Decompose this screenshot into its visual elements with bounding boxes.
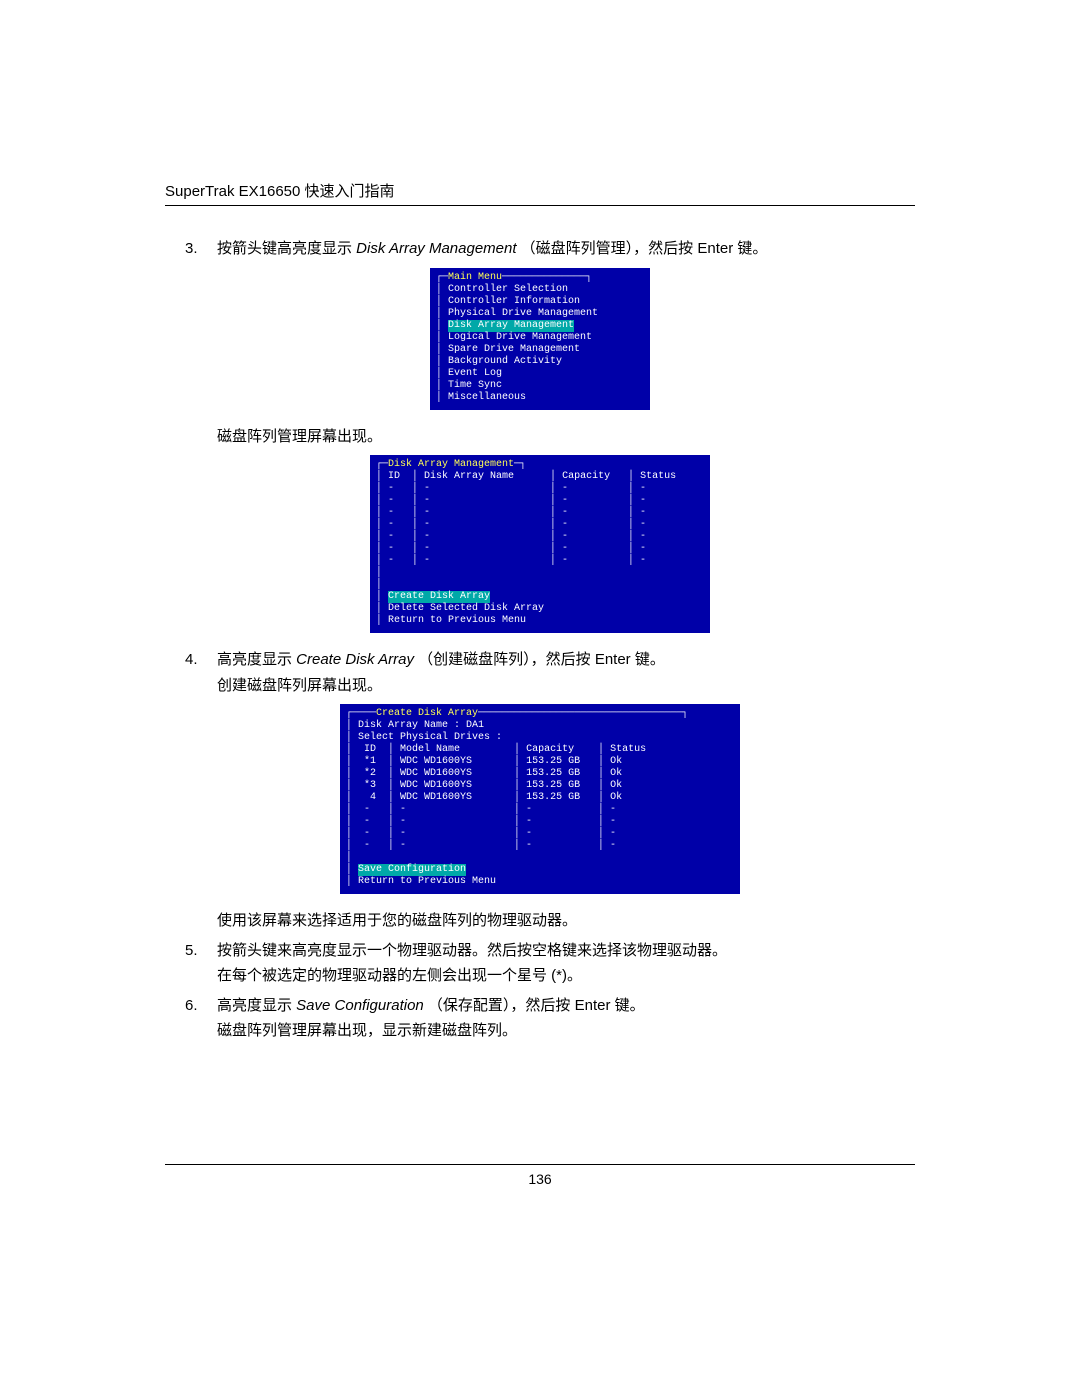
row-status: Ok: [610, 792, 622, 803]
action: Return to Previous Menu: [388, 615, 526, 626]
step-text: 按箭头键来高亮度显示一个物理驱动器。然后按空格键来选择该物理驱动器。 在每个被选…: [217, 938, 915, 989]
step-6: 6. 高亮度显示 Save Configuration （保存配置），然后按 E…: [165, 993, 915, 1044]
emphasis: Create Disk Array: [296, 651, 414, 668]
action-highlighted: Save Configuration: [358, 864, 466, 876]
col: Disk Array Name: [424, 471, 514, 482]
page-number: 136: [528, 1171, 551, 1187]
step-text: 高亮度显示 Create Disk Array （创建磁盘阵列），然后按 Ent…: [217, 647, 915, 698]
step-number: 3.: [165, 236, 217, 262]
row-id: 4: [364, 792, 376, 803]
text-note: 使用该屏幕来选择适用于您的磁盘阵列的物理驱动器。: [165, 908, 915, 934]
document-page: SuperTrak EX16650 快速入门指南 3. 按箭头键高亮度显示 Di…: [165, 0, 915, 1247]
col: ID: [388, 471, 400, 482]
menu-item: Controller Information: [448, 296, 580, 307]
page-header: SuperTrak EX16650 快速入门指南: [165, 180, 915, 206]
col: Status: [610, 744, 646, 755]
row-cap: 153.25 GB: [526, 780, 580, 791]
text: 创建磁盘阵列屏幕出现。: [217, 673, 915, 699]
action: Return to Previous Menu: [358, 876, 496, 887]
bios-main-menu: ┌─Main Menu──────────────┐ │ Controller …: [430, 268, 650, 410]
body-content: 3. 按箭头键高亮度显示 Disk Array Management （磁盘阵列…: [165, 236, 915, 1044]
step-3: 3. 按箭头键高亮度显示 Disk Array Management （磁盘阵列…: [165, 236, 915, 262]
emphasis: Save Configuration: [296, 997, 424, 1014]
menu-item: Spare Drive Management: [448, 344, 580, 355]
text: 按箭头键来高亮度显示一个物理驱动器。然后按空格键来选择该物理驱动器。: [217, 942, 727, 959]
text: 高亮度显示: [217, 651, 296, 668]
page-footer: 136: [165, 1164, 915, 1187]
bios-title: Create Disk Array: [376, 708, 478, 719]
menu-item: Controller Selection: [448, 284, 568, 295]
step-number: 5.: [165, 938, 217, 989]
text: （创建磁盘阵列），然后按 Enter 键。: [414, 651, 665, 668]
row-model: WDC WD1600YS: [400, 792, 472, 803]
bios-create-disk-array: ┌────Create Disk Array──────────────────…: [340, 704, 740, 894]
action: Delete Selected Disk Array: [388, 603, 544, 614]
menu-item: Miscellaneous: [448, 392, 526, 403]
menu-item: Time Sync: [448, 380, 502, 391]
row-cap: 153.25 GB: [526, 768, 580, 779]
col: Capacity: [562, 471, 610, 482]
row-id: *2: [364, 768, 376, 779]
col: Capacity: [526, 744, 574, 755]
action-highlighted: Create Disk Array: [388, 591, 490, 603]
col: Status: [640, 471, 676, 482]
text: 在每个被选定的物理驱动器的左侧会出现一个星号 (*)。: [217, 963, 915, 989]
row-model: WDC WD1600YS: [400, 780, 472, 791]
row-model: WDC WD1600YS: [400, 768, 472, 779]
row-cap: 153.25 GB: [526, 756, 580, 767]
step-4: 4. 高亮度显示 Create Disk Array （创建磁盘阵列），然后按 …: [165, 647, 915, 698]
emphasis: Disk Array Management: [356, 240, 516, 257]
col: Model Name: [400, 744, 460, 755]
step-5: 5. 按箭头键来高亮度显示一个物理驱动器。然后按空格键来选择该物理驱动器。 在每…: [165, 938, 915, 989]
bios-disk-array-mgmt: ┌─Disk Array Management─┐ │ ID │ Disk Ar…: [370, 455, 710, 633]
text: （保存配置），然后按 Enter 键。: [424, 997, 645, 1014]
col: ID: [364, 744, 376, 755]
row-status: Ok: [610, 768, 622, 779]
text-after-step3: 磁盘阵列管理屏幕出现。: [165, 424, 915, 450]
text: 按箭头键高亮度显示: [217, 240, 356, 257]
line: Select Physical Drives :: [358, 732, 502, 743]
text: （磁盘阵列管理），然后按 Enter 键。: [517, 240, 768, 257]
menu-item: Event Log: [448, 368, 502, 379]
step-text: 高亮度显示 Save Configuration （保存配置），然后按 Ente…: [217, 993, 915, 1044]
step-number: 6.: [165, 993, 217, 1044]
text: 高亮度显示: [217, 997, 296, 1014]
row-status: Ok: [610, 756, 622, 767]
row-model: WDC WD1600YS: [400, 756, 472, 767]
menu-item: Physical Drive Management: [448, 308, 598, 319]
menu-item: Background Activity: [448, 356, 562, 367]
row-status: Ok: [610, 780, 622, 791]
bios-title: Main Menu: [448, 272, 502, 283]
menu-item: Logical Drive Management: [448, 332, 592, 343]
step-text: 按箭头键高亮度显示 Disk Array Management （磁盘阵列管理）…: [217, 236, 915, 262]
row-id: *3: [364, 780, 376, 791]
bios-title: Disk Array Management: [388, 459, 514, 470]
row-cap: 153.25 GB: [526, 792, 580, 803]
text: 磁盘阵列管理屏幕出现，显示新建磁盘阵列。: [217, 1018, 915, 1044]
menu-item-highlighted: Disk Array Management: [448, 320, 574, 332]
row-id: *1: [364, 756, 376, 767]
step-number: 4.: [165, 647, 217, 698]
line: Disk Array Name : DA1: [358, 720, 484, 731]
